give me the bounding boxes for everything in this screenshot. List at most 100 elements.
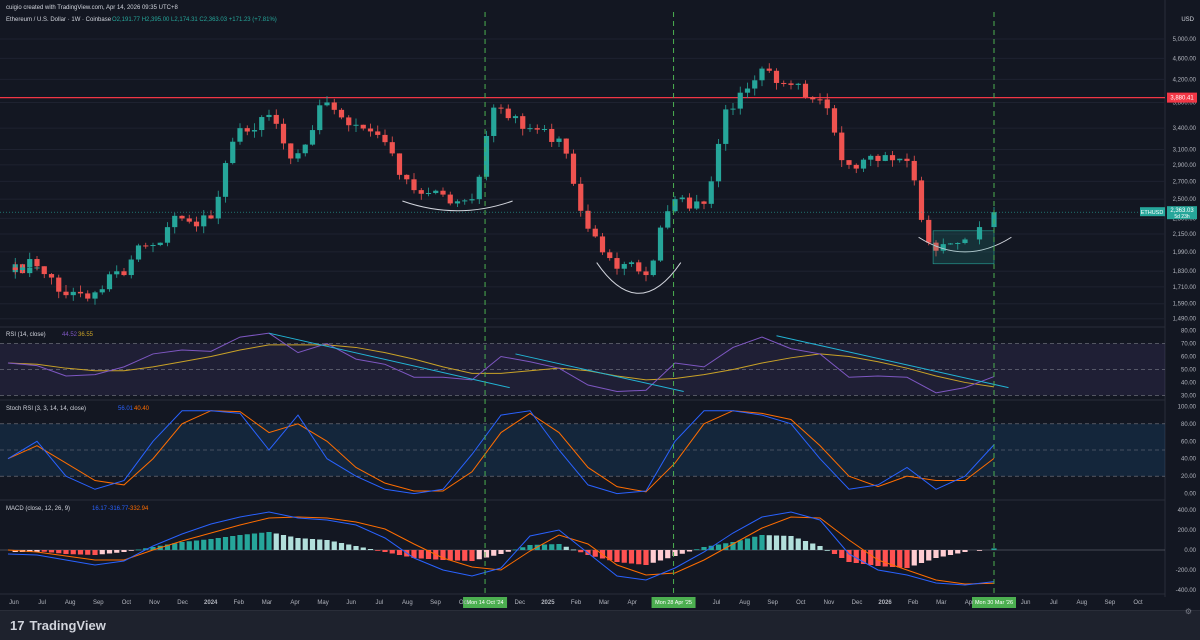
tradingview-brand[interactable]: 17 TradingView xyxy=(10,618,106,633)
candle-down xyxy=(889,155,896,161)
macd-hist-bar-negative xyxy=(447,550,453,561)
rounded-bottom-arc xyxy=(918,236,1012,253)
macd-hist-value: 16.17 xyxy=(92,506,108,512)
macd-hist-bar-positive xyxy=(773,535,780,550)
candle-down xyxy=(389,142,395,154)
candle-down xyxy=(280,123,287,144)
settings-gear-icon[interactable]: ⚙ xyxy=(1184,607,1192,616)
candle-down xyxy=(781,82,787,84)
symbol-tag xyxy=(1140,207,1165,217)
macd-hist-bar-positive xyxy=(817,546,823,550)
candle-down xyxy=(701,201,707,204)
price-tick-label: 4,600.00 xyxy=(1173,56,1197,62)
x-tick-label: Nov xyxy=(824,600,835,606)
candle-up xyxy=(353,124,359,126)
macd-hist-bar-positive xyxy=(694,549,700,551)
macd-hist-bar-positive xyxy=(266,532,272,550)
price-tick-label: 2,700.00 xyxy=(1173,179,1197,185)
macd-hist-bar-negative xyxy=(607,550,613,561)
x-tick-label: Feb xyxy=(234,600,245,606)
candle-down xyxy=(520,116,526,129)
rsi-tick-label: 80.00 xyxy=(1181,329,1197,335)
macd-hist-bar-negative xyxy=(41,550,47,552)
candle-down xyxy=(563,138,569,154)
candle-down xyxy=(375,131,381,135)
candle-down xyxy=(926,219,932,243)
candle-up xyxy=(251,130,258,132)
macd-hist-bar-positive xyxy=(251,533,258,550)
candle-down xyxy=(549,128,555,142)
macd-hist-bar-positive xyxy=(135,549,142,551)
macd-hist-bar-negative xyxy=(578,550,584,553)
candle-down xyxy=(766,68,772,71)
stoch-d-line xyxy=(7,410,995,493)
price-tick-label: 1,590.00 xyxy=(1173,302,1197,308)
candle-up xyxy=(628,262,635,265)
candle-up xyxy=(230,141,236,164)
x-tick-label: Aug xyxy=(1076,600,1087,606)
macd-hist-bar-negative xyxy=(672,550,678,556)
macd-hist-bar-positive xyxy=(723,543,729,550)
x-tick-label: Jun xyxy=(346,600,356,606)
candle-up xyxy=(708,181,714,204)
price-tick-label: 2,150.00 xyxy=(1173,232,1197,238)
stoch-tick-label: 60.00 xyxy=(1181,439,1197,445)
x-tick-label: Mar xyxy=(936,600,946,606)
macd-hist-bar-positive xyxy=(143,548,149,550)
candle-down xyxy=(824,99,830,109)
macd-hist-bar-negative xyxy=(643,550,649,565)
macd-hist-bar-negative xyxy=(650,550,656,563)
x-tick-label: Jun xyxy=(9,600,19,606)
macd-hist-bar-negative xyxy=(889,550,896,567)
candle-down xyxy=(592,228,598,237)
macd-hist-bar-positive xyxy=(222,537,229,550)
macd-hist-bar-positive xyxy=(280,535,287,550)
candle-up xyxy=(665,211,671,228)
price-tick-label: 3,400.00 xyxy=(1173,126,1197,132)
x-tick-label: Sep xyxy=(1105,600,1116,606)
macd-hist-bar-negative xyxy=(425,550,432,559)
macd-hist-bar-positive xyxy=(701,547,707,550)
macd-hist-bar-positive xyxy=(302,538,308,550)
resistance-price-tag xyxy=(1167,92,1197,103)
rsi-ma-value: 36.55 xyxy=(78,332,94,338)
macd-hist-bar-positive xyxy=(824,550,830,551)
macd-hist-bar-negative xyxy=(498,550,504,554)
macd-hist-bar-negative xyxy=(621,550,627,563)
price-tick-label: 3,800.00 xyxy=(1173,100,1197,106)
macd-hist-bar-negative xyxy=(396,550,403,555)
candle-up xyxy=(309,130,316,145)
candle-up xyxy=(237,128,243,142)
price-tick-label: 1,990.00 xyxy=(1173,250,1197,256)
macd-hist-bar-negative xyxy=(665,550,671,559)
price-tick-label: 1,490.00 xyxy=(1173,317,1197,323)
x-tick-label: Apr xyxy=(965,600,974,606)
candle-up xyxy=(672,199,678,212)
macd-hist-bar-positive xyxy=(781,535,787,550)
candle-down xyxy=(607,252,613,259)
candle-up xyxy=(19,267,26,270)
x-tick-label: Feb xyxy=(908,600,919,606)
macd-hist-bar-positive xyxy=(360,547,366,550)
macd-hist-bar-negative xyxy=(411,550,417,558)
last-price-label: 2,363.03 xyxy=(1170,208,1194,214)
macd-hist-bar-negative xyxy=(926,550,932,561)
rsi-trendline xyxy=(268,332,510,389)
candle-up xyxy=(469,199,475,201)
macd-hist-bar-positive xyxy=(788,536,794,550)
macd-hist-bar-positive xyxy=(172,543,178,550)
currency-label[interactable]: USD xyxy=(1181,17,1194,23)
candle-down xyxy=(599,236,606,253)
x-tick-label: Jun xyxy=(1021,600,1031,606)
candle-down xyxy=(273,114,279,124)
macd-hist-bar-positive xyxy=(193,540,200,550)
stoch-d-value: 40.40 xyxy=(134,406,150,412)
macd-hist-bar-positive xyxy=(556,544,562,550)
macd-hist-bar-negative xyxy=(70,550,76,555)
candle-down xyxy=(440,190,446,195)
candle-down xyxy=(396,153,403,175)
macd-hist-bar-negative xyxy=(614,550,620,562)
macd-signal-line xyxy=(7,516,995,585)
macd-tick-label: -400.00 xyxy=(1176,588,1197,594)
